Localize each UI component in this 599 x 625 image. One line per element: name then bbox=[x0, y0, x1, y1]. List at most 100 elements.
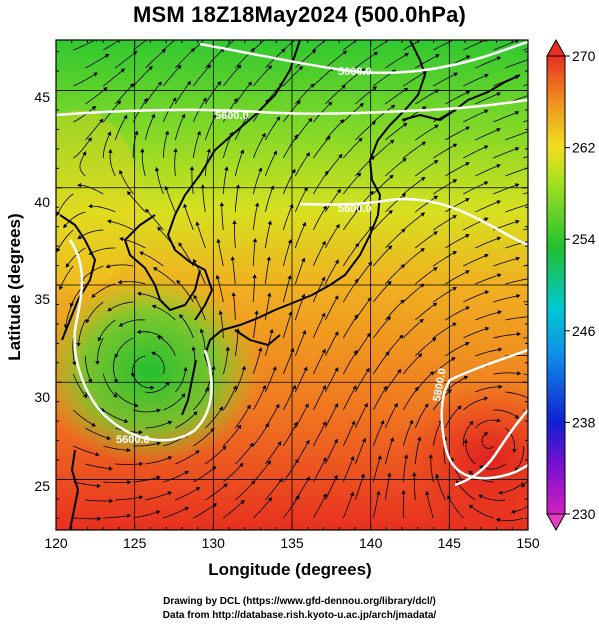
streamline bbox=[265, 50, 283, 69]
streamline bbox=[163, 472, 186, 483]
streamline-arrow bbox=[403, 87, 409, 92]
streamline-arrow bbox=[191, 346, 196, 351]
streamline-arrow bbox=[254, 202, 260, 207]
streamline-arrow bbox=[134, 403, 139, 408]
streamline-arrow bbox=[484, 253, 489, 258]
streamline-arrow bbox=[107, 131, 112, 136]
streamline bbox=[312, 244, 325, 267]
streamline-arrow bbox=[233, 98, 238, 103]
streamline bbox=[415, 304, 435, 321]
streamline bbox=[505, 204, 528, 213]
streamline bbox=[252, 170, 261, 195]
streamline bbox=[523, 47, 528, 51]
streamline-arrow bbox=[96, 483, 101, 488]
streamline bbox=[324, 370, 337, 393]
streamline-arrow bbox=[181, 393, 186, 398]
streamline-arrow bbox=[270, 32, 274, 36]
streamline bbox=[463, 75, 486, 87]
streamline-arrow bbox=[496, 236, 502, 241]
streamline bbox=[415, 126, 436, 141]
streamline-arrow bbox=[292, 384, 296, 390]
streamline bbox=[475, 201, 498, 213]
streamline-arrow bbox=[114, 353, 119, 359]
streamline bbox=[324, 442, 337, 465]
contour-label: 5600.0 bbox=[215, 110, 249, 122]
streamline-arrow bbox=[266, 460, 271, 465]
streamline-arrow bbox=[88, 204, 93, 209]
streamline bbox=[295, 51, 314, 69]
streamline-arrow bbox=[300, 32, 305, 36]
streamline bbox=[445, 308, 467, 321]
streamline bbox=[436, 477, 446, 501]
streamline bbox=[58, 229, 74, 249]
streamline bbox=[444, 407, 459, 429]
streamline bbox=[475, 275, 498, 285]
streamline-arrow bbox=[237, 424, 242, 430]
streamline bbox=[373, 212, 391, 231]
streamline-arrow bbox=[161, 49, 166, 54]
streamline-arrow bbox=[322, 457, 327, 462]
streamline-arrow bbox=[465, 234, 470, 239]
streamline-arrow bbox=[76, 342, 81, 347]
streamline-arrow bbox=[515, 219, 520, 224]
streamline bbox=[129, 193, 146, 213]
streamline-arrow bbox=[387, 280, 392, 286]
streamline bbox=[324, 191, 339, 213]
streamline bbox=[384, 406, 397, 429]
streamline bbox=[457, 483, 476, 501]
streamline-arrow bbox=[483, 181, 489, 186]
streamline-arrow bbox=[82, 151, 87, 156]
streamline-arrow bbox=[218, 310, 223, 315]
streamline bbox=[462, 423, 472, 446]
streamline bbox=[282, 351, 293, 375]
streamline bbox=[156, 170, 164, 195]
streamline-arrow bbox=[539, 425, 543, 430]
streamline-arrow bbox=[136, 329, 141, 334]
streamline-arrow bbox=[123, 114, 128, 120]
streamline bbox=[222, 170, 227, 195]
streamline bbox=[523, 156, 528, 159]
streamline bbox=[252, 242, 256, 267]
streamline-arrow bbox=[195, 487, 201, 492]
streamline-arrow bbox=[184, 470, 190, 475]
streamline-arrow bbox=[429, 371, 434, 376]
streamline-arrow bbox=[176, 279, 181, 285]
streamline bbox=[505, 167, 528, 177]
streamline bbox=[342, 495, 353, 519]
streamline-arrow bbox=[56, 211, 61, 216]
streamline-arrow bbox=[338, 153, 343, 159]
streamline bbox=[342, 245, 358, 267]
contour-label: 5800.0 bbox=[431, 367, 449, 402]
streamline bbox=[325, 52, 345, 69]
streamline bbox=[205, 485, 225, 501]
streamline bbox=[145, 51, 164, 69]
streamline bbox=[372, 247, 390, 267]
streamline-arrow bbox=[341, 84, 346, 90]
streamline bbox=[282, 425, 296, 447]
streamline-arrow bbox=[380, 420, 385, 425]
streamline-arrow bbox=[420, 212, 426, 217]
streamline-arrow bbox=[199, 328, 205, 333]
streamline-arrow bbox=[397, 369, 402, 374]
streamline-arrow bbox=[117, 279, 122, 285]
streamlines bbox=[56, 32, 543, 523]
streamline-arrow bbox=[351, 420, 356, 426]
streamline-arrow bbox=[335, 223, 340, 229]
streamline bbox=[73, 140, 90, 159]
streamline-arrow bbox=[261, 132, 266, 138]
streamline-arrow bbox=[173, 148, 178, 153]
streamline bbox=[65, 211, 86, 226]
streamline-arrow bbox=[93, 72, 98, 77]
streamline-arrow bbox=[336, 188, 341, 194]
streamline-arrow bbox=[452, 143, 458, 148]
streamline-arrow bbox=[452, 322, 457, 327]
streamline bbox=[324, 298, 337, 321]
streamline-arrow bbox=[167, 491, 173, 496]
streamline-arrow bbox=[496, 418, 501, 423]
streamline bbox=[252, 388, 265, 411]
streamline bbox=[493, 148, 516, 159]
streamline-arrow bbox=[321, 348, 326, 354]
streamline-arrow bbox=[428, 454, 433, 459]
streamline-arrow bbox=[515, 40, 520, 44]
streamline bbox=[523, 119, 528, 123]
